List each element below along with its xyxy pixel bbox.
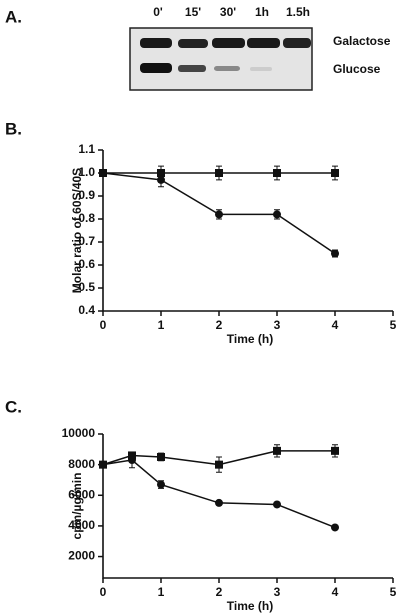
y-axis-label: Molar ratio of 60S/40S — [70, 168, 84, 293]
series-line — [102, 450, 335, 466]
y-tick-label: 0.8 — [78, 211, 95, 225]
circle-marker — [99, 460, 107, 469]
series-line — [102, 459, 336, 529]
y-axis-label: cpm/µg/min — [70, 473, 84, 540]
square-marker — [215, 460, 223, 469]
axis-line — [102, 150, 393, 312]
gel-image — [129, 27, 313, 91]
y-tick-label: 0.7 — [78, 234, 95, 248]
square-marker — [215, 169, 223, 177]
lane-label: 15' — [185, 5, 201, 19]
circle-marker — [215, 210, 223, 219]
x-axis-label: Time (h) — [227, 332, 273, 346]
y-tick-label: 0.9 — [78, 188, 95, 202]
x-tick-label: 5 — [390, 318, 397, 332]
square-marker — [273, 169, 281, 177]
x-tick-label: 3 — [274, 585, 281, 599]
y-tick-label: 1.1 — [78, 142, 95, 156]
panel-label: A. — [5, 7, 22, 26]
x-tick-label: 1 — [158, 318, 165, 332]
square-marker — [331, 169, 339, 177]
x-tick-label: 5 — [390, 585, 397, 599]
lane-label: 1h — [255, 5, 269, 19]
x-axis-label: Time (h) — [227, 599, 273, 613]
circle-marker — [157, 175, 165, 184]
y-tick-label: 0.4 — [78, 303, 95, 317]
circle-marker — [331, 249, 339, 258]
square-marker — [157, 452, 165, 461]
y-tick-label: 4000 — [68, 518, 95, 532]
y-tick-label: 10000 — [62, 426, 96, 440]
lane-label: 30' — [220, 5, 236, 19]
lane-label: 1.5h — [286, 5, 310, 19]
x-tick-label: 2 — [216, 585, 223, 599]
y-tick-label: 6000 — [68, 487, 95, 501]
x-tick-label: 4 — [332, 585, 339, 599]
square-marker — [273, 446, 281, 455]
row-label: Galactose — [333, 34, 391, 48]
y-tick-label: 0.6 — [78, 257, 95, 271]
x-tick-label: 2 — [216, 318, 223, 332]
y-tick-label: 0.5 — [78, 280, 95, 294]
x-tick-label: 3 — [274, 318, 281, 332]
x-tick-label: 4 — [332, 318, 339, 332]
y-tick-label: 8000 — [68, 457, 95, 471]
row-label: Glucose — [333, 62, 381, 76]
square-marker — [331, 446, 339, 455]
circle-marker — [273, 500, 281, 509]
lane-label: 0' — [153, 5, 163, 19]
x-tick-label: 1 — [158, 585, 165, 599]
x-tick-label: 0 — [100, 585, 107, 599]
panel-label: B. — [5, 119, 22, 138]
y-tick-label: 2000 — [68, 549, 95, 563]
panel-label: C. — [5, 397, 22, 416]
circle-marker — [157, 480, 165, 489]
y-tick-label: 1.0 — [78, 165, 95, 179]
circle-marker — [215, 498, 223, 507]
circle-marker — [331, 523, 339, 532]
circle-marker — [99, 169, 107, 177]
circle-marker — [128, 456, 136, 465]
x-tick-label: 0 — [100, 318, 107, 332]
circle-marker — [273, 210, 281, 219]
